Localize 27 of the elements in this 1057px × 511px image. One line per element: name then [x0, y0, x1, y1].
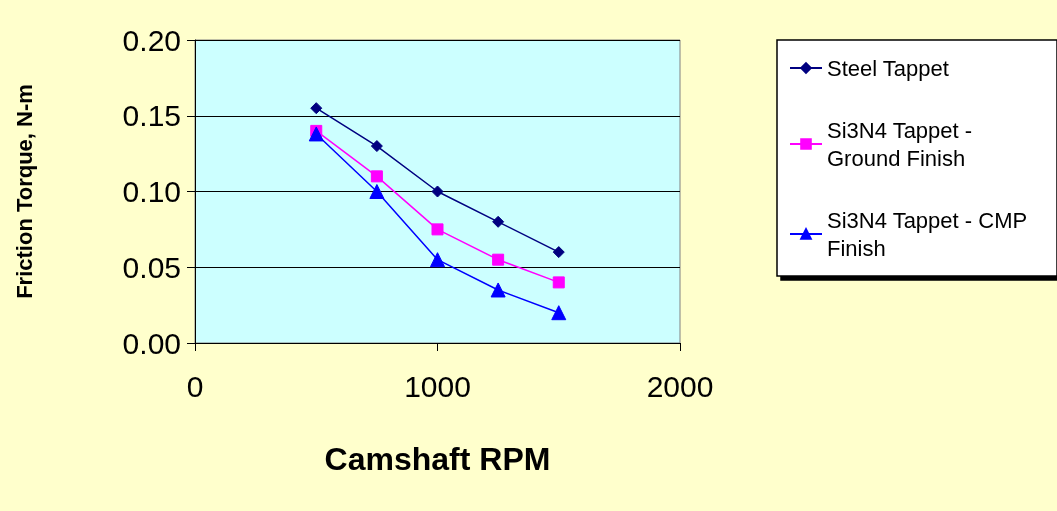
y-tick-label: 0.00 — [122, 326, 181, 360]
x-tick-label: 2000 — [646, 369, 714, 403]
point — [308, 126, 324, 142]
legend-label: Si3N4 Tappet - Ground Finish — [827, 117, 979, 171]
y-tick-label: 0.05 — [122, 250, 181, 284]
y-axis-title: Friction Torque, N-m — [11, 84, 37, 299]
y-tick-label: 0.10 — [122, 175, 181, 208]
legend-label: Steel Tappet — [827, 55, 949, 81]
x-axis-title: Camshaft RPM — [324, 441, 551, 477]
x-tick-label: 1000 — [404, 369, 471, 403]
point — [552, 246, 565, 259]
point — [551, 305, 567, 321]
point — [431, 223, 444, 236]
legend-label: Si3N4 Tappet - CMP Finish — [827, 207, 1033, 261]
point — [370, 140, 383, 153]
point — [492, 215, 505, 228]
point — [370, 170, 383, 183]
point — [310, 102, 323, 115]
point — [492, 253, 505, 266]
y-tick-label: 0.15 — [122, 99, 181, 133]
point — [431, 185, 444, 198]
point — [490, 282, 506, 298]
point — [369, 184, 385, 199]
y-tick-label: 0.20 — [122, 23, 181, 57]
point — [552, 276, 565, 289]
x-tick-label: 0 — [186, 369, 204, 403]
point — [430, 252, 445, 268]
